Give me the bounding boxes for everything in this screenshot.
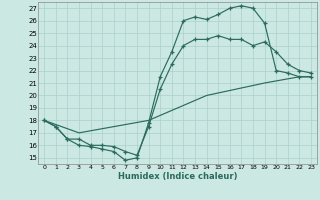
X-axis label: Humidex (Indice chaleur): Humidex (Indice chaleur)	[118, 172, 237, 181]
